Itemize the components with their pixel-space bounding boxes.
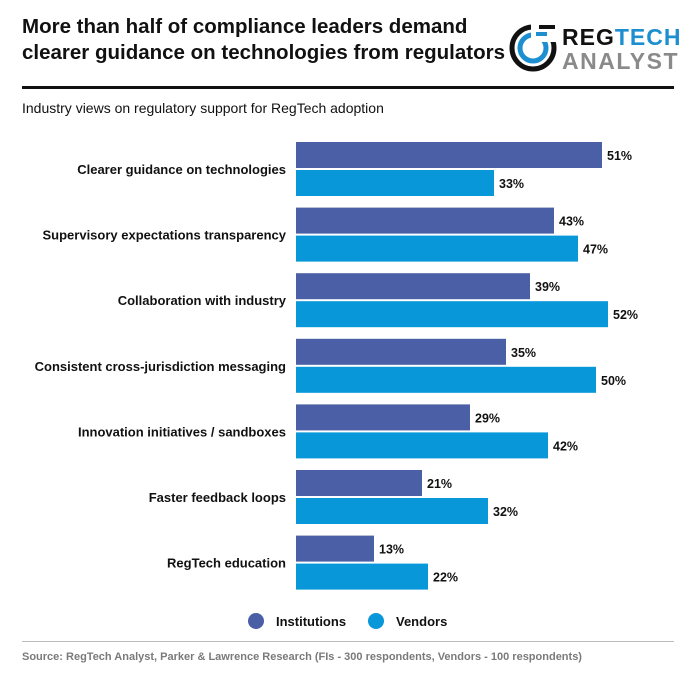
- data-label: 33%: [499, 177, 524, 191]
- bar-vendors-2: [296, 235, 578, 262]
- data-label: 51%: [607, 149, 632, 163]
- data-label: 22%: [433, 571, 458, 585]
- bar-vendors-5: [296, 432, 548, 459]
- bar-vendors-3: [296, 301, 608, 328]
- source-note: Source: RegTech Analyst, Parker & Lawren…: [22, 651, 582, 663]
- logo-wordmark-bottom: ANALYST: [562, 48, 679, 74]
- regtech-analyst-logo: REGTECH ANALYST: [509, 20, 684, 76]
- category-label: Clearer guidance on technologies: [77, 162, 286, 177]
- data-label: 39%: [535, 280, 560, 294]
- logo-wordmark-top: REGTECH: [562, 24, 681, 51]
- data-label: 52%: [613, 308, 638, 322]
- bar-institutions-6: [296, 470, 422, 496]
- chart-title: More than half of compliance leaders dem…: [22, 14, 506, 66]
- legend-item-vendors: Vendors: [368, 613, 447, 629]
- bar-vendors-1: [296, 170, 494, 196]
- data-label: 35%: [511, 346, 536, 360]
- chart-subtitle: Industry views on regulatory support for…: [22, 100, 384, 116]
- data-label: 42%: [553, 439, 578, 453]
- data-label: 43%: [559, 215, 584, 229]
- bar-vendors-4: [296, 366, 596, 393]
- logo-tech: TECH: [614, 24, 682, 50]
- bar-institutions-7: [296, 535, 374, 562]
- legend-item-institutions: Institutions: [248, 613, 346, 629]
- category-label: Supervisory expectations transparency: [43, 228, 287, 243]
- logo-mark-icon: [509, 20, 557, 72]
- chart-legend: Institutions Vendors: [0, 613, 696, 633]
- data-label: 50%: [601, 374, 626, 388]
- title-divider: [22, 86, 674, 89]
- bar-institutions-4: [296, 338, 506, 365]
- bar-institutions-3: [296, 273, 530, 300]
- bar-institutions-1: [296, 142, 602, 168]
- category-label: Innovation initiatives / sandboxes: [78, 424, 286, 439]
- bar-institutions-5: [296, 404, 470, 431]
- source-divider: [22, 641, 674, 642]
- data-label: 21%: [427, 477, 452, 491]
- legend-swatch-vendors: [368, 613, 384, 629]
- title-line-1: More than half of compliance leaders dem…: [22, 15, 468, 38]
- data-label: 32%: [493, 505, 518, 519]
- bar-institutions-2: [296, 207, 554, 234]
- bar-vendors-6: [296, 498, 488, 524]
- legend-label-vendors: Vendors: [396, 613, 448, 629]
- bar-chart: Clearer guidance on technologies 51% 33% Su…: [35, 142, 638, 590]
- category-label: Consistent cross-jurisdiction messaging: [35, 359, 286, 374]
- logo-reg: REG: [562, 24, 615, 50]
- data-label: 13%: [379, 543, 404, 557]
- bar-vendors-7: [296, 563, 428, 590]
- legend-label-institutions: Institutions: [276, 613, 347, 629]
- legend-swatch-institutions: [248, 613, 264, 629]
- category-label: Faster feedback loops: [149, 490, 286, 505]
- category-label: RegTech education: [167, 556, 286, 571]
- data-label: 47%: [583, 243, 608, 257]
- data-label: 29%: [475, 411, 500, 425]
- title-line-2: clearer guidance on technologies from re…: [22, 41, 506, 64]
- category-label: Collaboration with industry: [118, 293, 287, 308]
